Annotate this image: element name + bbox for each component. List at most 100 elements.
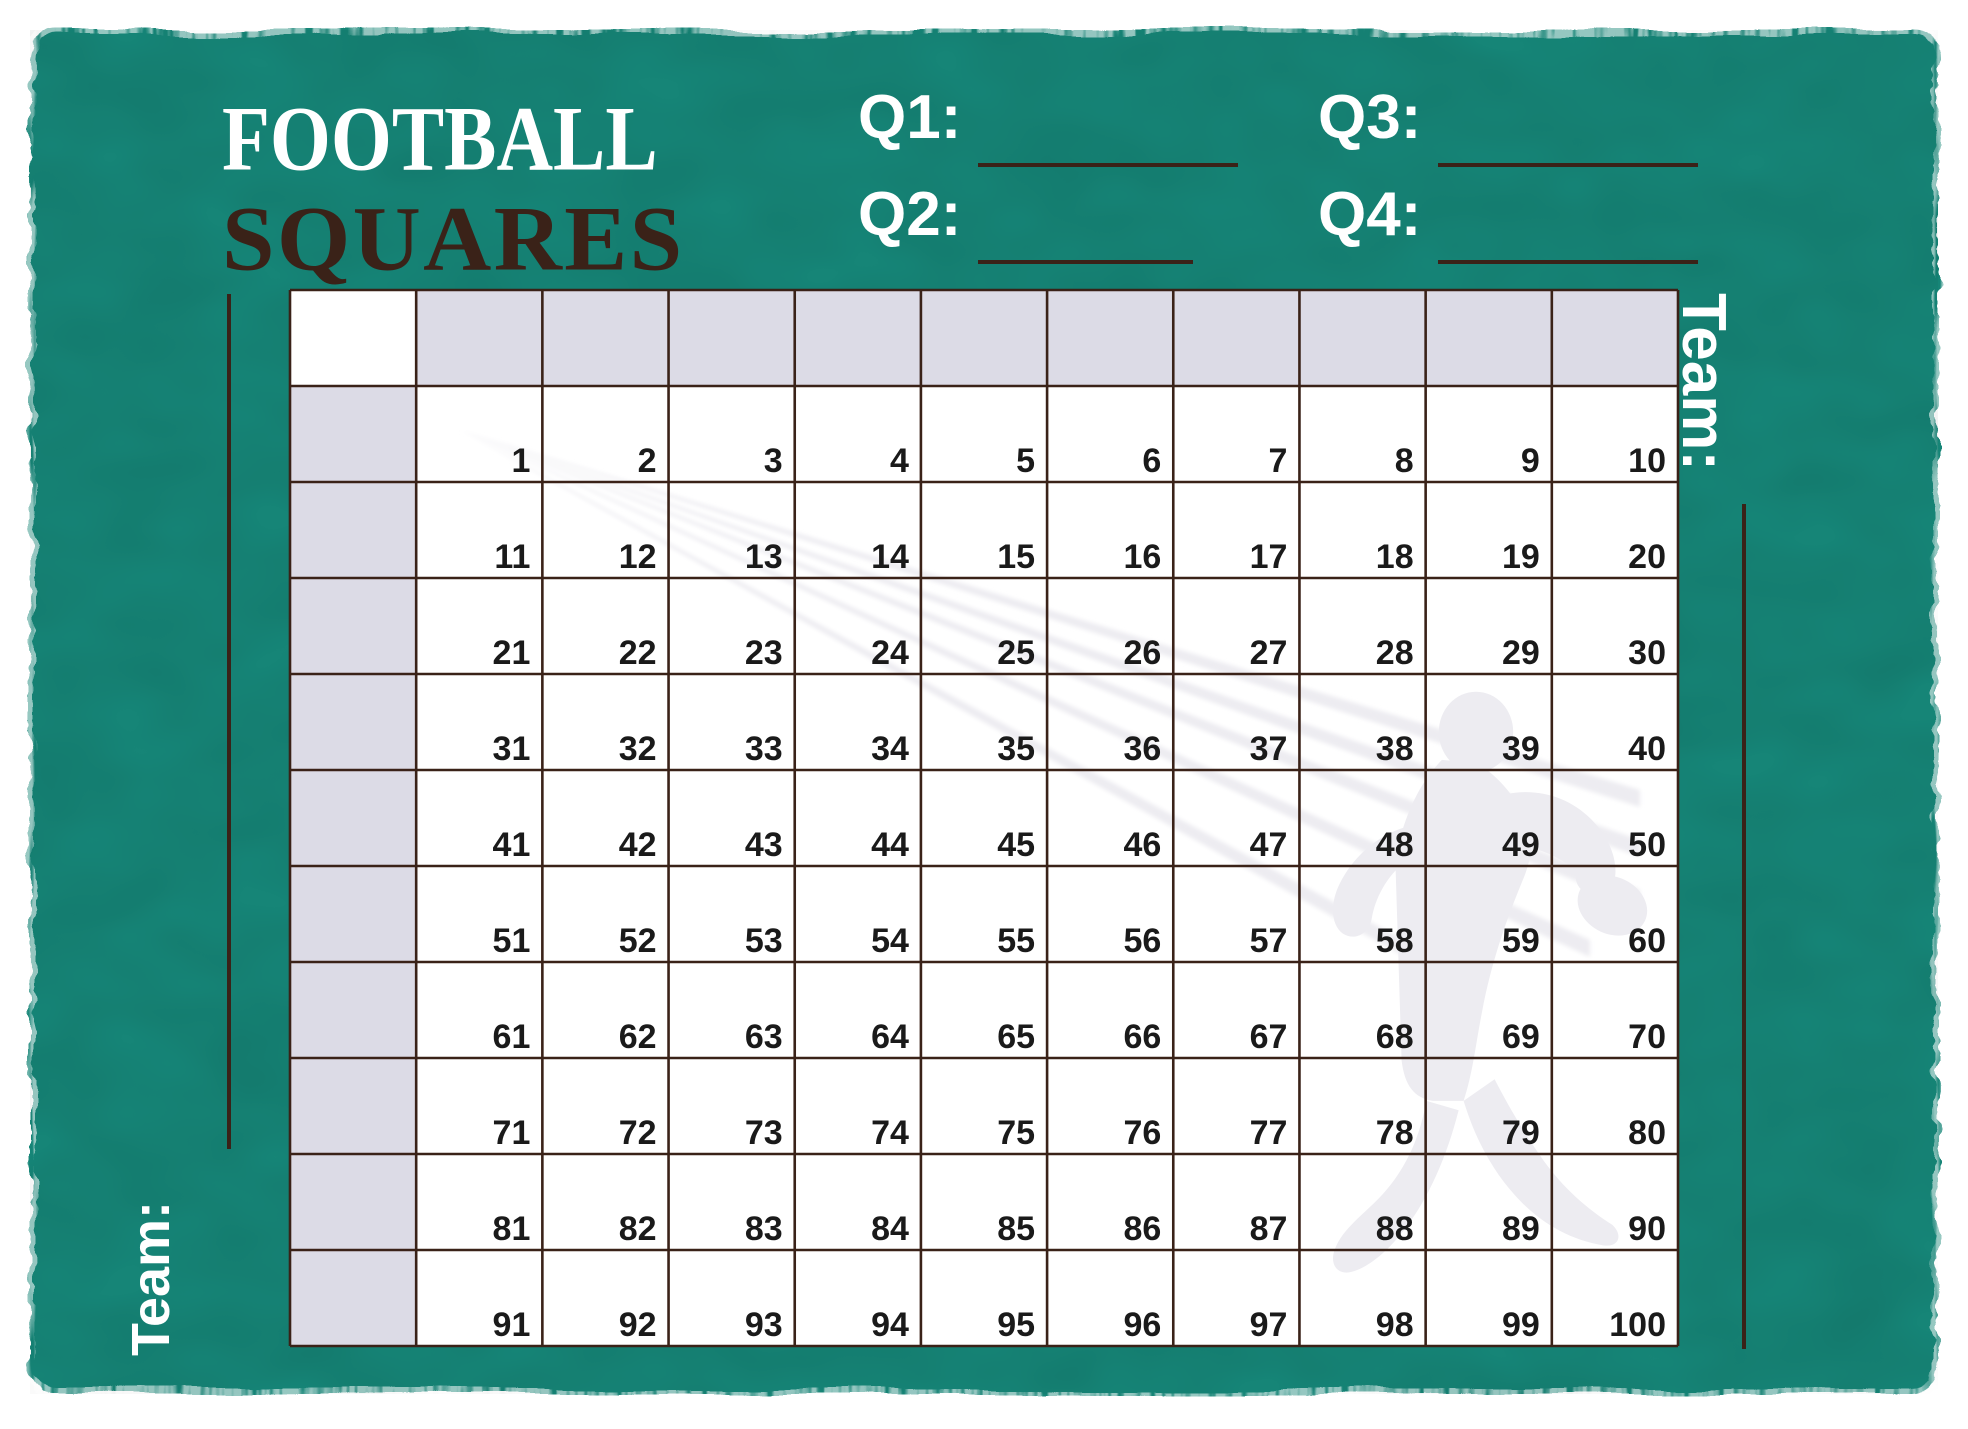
svg-text:5: 5 xyxy=(1016,442,1035,480)
svg-text:38: 38 xyxy=(1376,730,1414,768)
svg-text:47: 47 xyxy=(1250,826,1288,864)
svg-text:4: 4 xyxy=(890,442,909,480)
svg-text:50: 50 xyxy=(1628,826,1666,864)
svg-text:31: 31 xyxy=(493,730,531,768)
svg-text:23: 23 xyxy=(745,634,783,672)
svg-text:95: 95 xyxy=(997,1306,1035,1344)
svg-text:35: 35 xyxy=(997,730,1035,768)
svg-text:41: 41 xyxy=(493,826,531,864)
svg-text:65: 65 xyxy=(997,1018,1035,1056)
svg-text:99: 99 xyxy=(1502,1306,1540,1344)
svg-text:30: 30 xyxy=(1628,634,1666,672)
svg-text:7: 7 xyxy=(1269,442,1288,480)
svg-text:60: 60 xyxy=(1628,922,1666,960)
svg-text:33: 33 xyxy=(745,730,783,768)
svg-text:14: 14 xyxy=(871,538,909,576)
svg-text:44: 44 xyxy=(871,826,909,864)
svg-text:54: 54 xyxy=(871,922,909,960)
svg-text:63: 63 xyxy=(745,1018,783,1056)
svg-text:93: 93 xyxy=(745,1306,783,1344)
svg-text:20: 20 xyxy=(1628,538,1666,576)
svg-text:53: 53 xyxy=(745,922,783,960)
svg-text:89: 89 xyxy=(1502,1210,1540,1248)
svg-text:62: 62 xyxy=(619,1018,657,1056)
svg-text:72: 72 xyxy=(619,1114,657,1152)
svg-text:98: 98 xyxy=(1376,1306,1414,1344)
svg-text:13: 13 xyxy=(745,538,783,576)
svg-text:70: 70 xyxy=(1628,1018,1666,1056)
svg-text:91: 91 xyxy=(493,1306,531,1344)
svg-text:15: 15 xyxy=(997,538,1035,576)
svg-text:1: 1 xyxy=(511,442,530,480)
svg-text:69: 69 xyxy=(1502,1018,1540,1056)
svg-text:37: 37 xyxy=(1250,730,1288,768)
svg-text:10: 10 xyxy=(1628,442,1666,480)
svg-text:22: 22 xyxy=(619,634,657,672)
svg-text:76: 76 xyxy=(1123,1114,1161,1152)
svg-text:58: 58 xyxy=(1376,922,1414,960)
svg-text:79: 79 xyxy=(1502,1114,1540,1152)
svg-text:55: 55 xyxy=(997,922,1035,960)
svg-text:34: 34 xyxy=(871,730,909,768)
svg-text:2: 2 xyxy=(638,442,657,480)
svg-text:57: 57 xyxy=(1250,922,1288,960)
svg-text:24: 24 xyxy=(871,634,909,672)
svg-text:46: 46 xyxy=(1123,826,1161,864)
svg-text:75: 75 xyxy=(997,1114,1035,1152)
svg-text:74: 74 xyxy=(871,1114,909,1152)
svg-text:45: 45 xyxy=(997,826,1035,864)
svg-text:100: 100 xyxy=(1609,1306,1666,1344)
svg-text:21: 21 xyxy=(493,634,531,672)
svg-text:40: 40 xyxy=(1628,730,1666,768)
svg-text:92: 92 xyxy=(619,1306,657,1344)
svg-text:77: 77 xyxy=(1250,1114,1288,1152)
svg-text:78: 78 xyxy=(1376,1114,1414,1152)
svg-text:8: 8 xyxy=(1395,442,1414,480)
svg-text:73: 73 xyxy=(745,1114,783,1152)
svg-text:71: 71 xyxy=(493,1114,531,1152)
svg-text:87: 87 xyxy=(1250,1210,1288,1248)
svg-text:51: 51 xyxy=(493,922,531,960)
svg-text:17: 17 xyxy=(1250,538,1288,576)
svg-text:56: 56 xyxy=(1123,922,1161,960)
svg-text:88: 88 xyxy=(1376,1210,1414,1248)
svg-text:67: 67 xyxy=(1250,1018,1288,1056)
svg-text:66: 66 xyxy=(1123,1018,1161,1056)
svg-text:97: 97 xyxy=(1250,1306,1288,1344)
svg-text:43: 43 xyxy=(745,826,783,864)
svg-text:29: 29 xyxy=(1502,634,1540,672)
svg-text:18: 18 xyxy=(1376,538,1414,576)
svg-text:42: 42 xyxy=(619,826,657,864)
svg-text:64: 64 xyxy=(871,1018,909,1056)
svg-text:16: 16 xyxy=(1123,538,1161,576)
svg-text:12: 12 xyxy=(619,538,657,576)
svg-text:19: 19 xyxy=(1502,538,1540,576)
svg-text:11: 11 xyxy=(494,538,530,576)
svg-text:81: 81 xyxy=(493,1210,531,1248)
svg-text:27: 27 xyxy=(1250,634,1288,672)
svg-text:83: 83 xyxy=(745,1210,783,1248)
svg-text:90: 90 xyxy=(1628,1210,1666,1248)
svg-text:80: 80 xyxy=(1628,1114,1666,1152)
svg-text:48: 48 xyxy=(1376,826,1414,864)
svg-text:36: 36 xyxy=(1123,730,1161,768)
svg-text:9: 9 xyxy=(1521,442,1540,480)
svg-text:3: 3 xyxy=(764,442,783,480)
svg-text:49: 49 xyxy=(1502,826,1540,864)
svg-text:94: 94 xyxy=(871,1306,909,1344)
svg-text:39: 39 xyxy=(1502,730,1540,768)
svg-text:26: 26 xyxy=(1123,634,1161,672)
svg-text:85: 85 xyxy=(997,1210,1035,1248)
svg-text:61: 61 xyxy=(493,1018,531,1056)
svg-text:59: 59 xyxy=(1502,922,1540,960)
svg-text:68: 68 xyxy=(1376,1018,1414,1056)
svg-text:52: 52 xyxy=(619,922,657,960)
svg-text:84: 84 xyxy=(871,1210,909,1248)
svg-text:6: 6 xyxy=(1142,442,1161,480)
svg-text:25: 25 xyxy=(997,634,1035,672)
svg-text:28: 28 xyxy=(1376,634,1414,672)
svg-text:32: 32 xyxy=(619,730,657,768)
svg-text:96: 96 xyxy=(1123,1306,1161,1344)
svg-text:86: 86 xyxy=(1123,1210,1161,1248)
svg-text:82: 82 xyxy=(619,1210,657,1248)
